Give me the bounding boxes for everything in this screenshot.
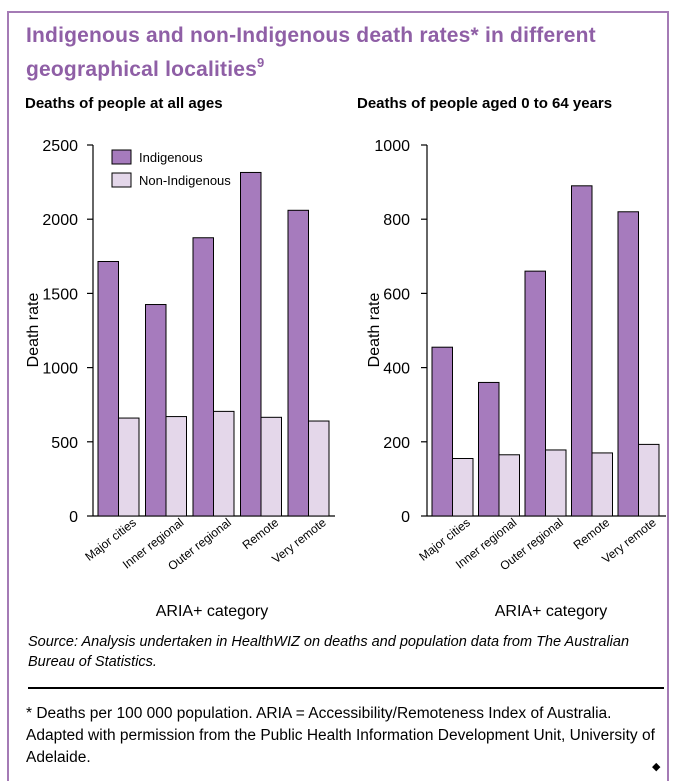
figure-frame xyxy=(7,11,669,781)
chart-1-y-tick-label: 0 xyxy=(69,509,78,526)
chart-2-bar-non-indigenous xyxy=(452,457,474,517)
chart-1-bar-indigenous xyxy=(192,237,214,517)
chart-1-bar-indigenous xyxy=(287,209,309,517)
end-diamond-icon: ◆ xyxy=(652,761,661,773)
chart-1-y-axis-label: Death rate xyxy=(25,293,42,368)
chart-2-y-tick-label: 400 xyxy=(383,361,410,378)
chart-2-y-tick-label: 200 xyxy=(383,435,410,452)
chart-1-bar-non-indigenous xyxy=(213,410,235,517)
chart-1-legend-label: Non-Indigenous xyxy=(139,173,231,188)
figure-title-text: Indigenous and non-Indigenous death rate… xyxy=(26,24,596,81)
chart-1-bar-non-indigenous xyxy=(165,416,187,517)
chart-2-bar-indigenous xyxy=(524,270,546,517)
chart-2-y-tick-label: 600 xyxy=(383,286,410,303)
chart-1-title: Deaths of people at all ages xyxy=(25,95,223,112)
chart-1-legend-label: Indigenous xyxy=(139,150,203,165)
chart-1-legend-swatch xyxy=(111,149,132,165)
chart-1-y-tick-label: 500 xyxy=(51,435,78,452)
chart-2-bar-indigenous xyxy=(571,185,593,517)
chart-2-bar-indigenous xyxy=(478,381,500,517)
chart-1-y-tick-label: 1000 xyxy=(42,361,78,378)
chart-1-bar-indigenous xyxy=(97,260,119,517)
chart-2-bar-indigenous xyxy=(617,211,639,517)
chart-2-bar-non-indigenous xyxy=(545,449,567,517)
chart-2-bar-non-indigenous xyxy=(591,452,613,517)
chart-2-y-tick-label: 800 xyxy=(383,212,410,229)
chart-2-y-tick-label: 0 xyxy=(401,509,410,526)
chart-1-y-tick-label: 1500 xyxy=(42,286,78,303)
chart-2-y-axis-label: Death rate xyxy=(366,293,383,368)
title-reference: 9 xyxy=(257,55,265,70)
chart-1-bar-non-indigenous xyxy=(118,417,140,517)
chart-2-category-label: Remote xyxy=(571,515,613,552)
chart-2-x-axis-label: ARIA+ category xyxy=(495,603,608,620)
chart-2-bar-non-indigenous xyxy=(498,454,520,517)
chart-1-bar-non-indigenous xyxy=(260,416,282,517)
chart-1-bar-indigenous xyxy=(145,304,167,517)
chart-2-bar-non-indigenous xyxy=(638,443,660,517)
figure-title: Indigenous and non-Indigenous death rate… xyxy=(26,22,666,83)
divider-rule xyxy=(28,687,664,689)
source-note: Source: Analysis undertaken in HealthWIZ… xyxy=(28,634,630,670)
chart-1-category-label: Remote xyxy=(240,515,282,552)
chart-2-y-tick-label: 1000 xyxy=(374,138,410,155)
chart-1-y-tick-label: 2500 xyxy=(42,138,78,155)
chart-2-bar-indigenous xyxy=(431,346,453,517)
chart-1-y-tick-label: 2000 xyxy=(42,212,78,229)
chart-2-title: Deaths of people aged 0 to 64 years xyxy=(357,95,613,112)
footnote: * Deaths per 100 000 population. ARIA = … xyxy=(26,705,655,766)
chart-1-legend-swatch xyxy=(111,172,132,188)
chart-1-bar-non-indigenous xyxy=(308,420,330,517)
chart-1-bar-indigenous xyxy=(240,171,262,517)
chart-1-x-axis-label: ARIA+ category xyxy=(156,603,269,620)
